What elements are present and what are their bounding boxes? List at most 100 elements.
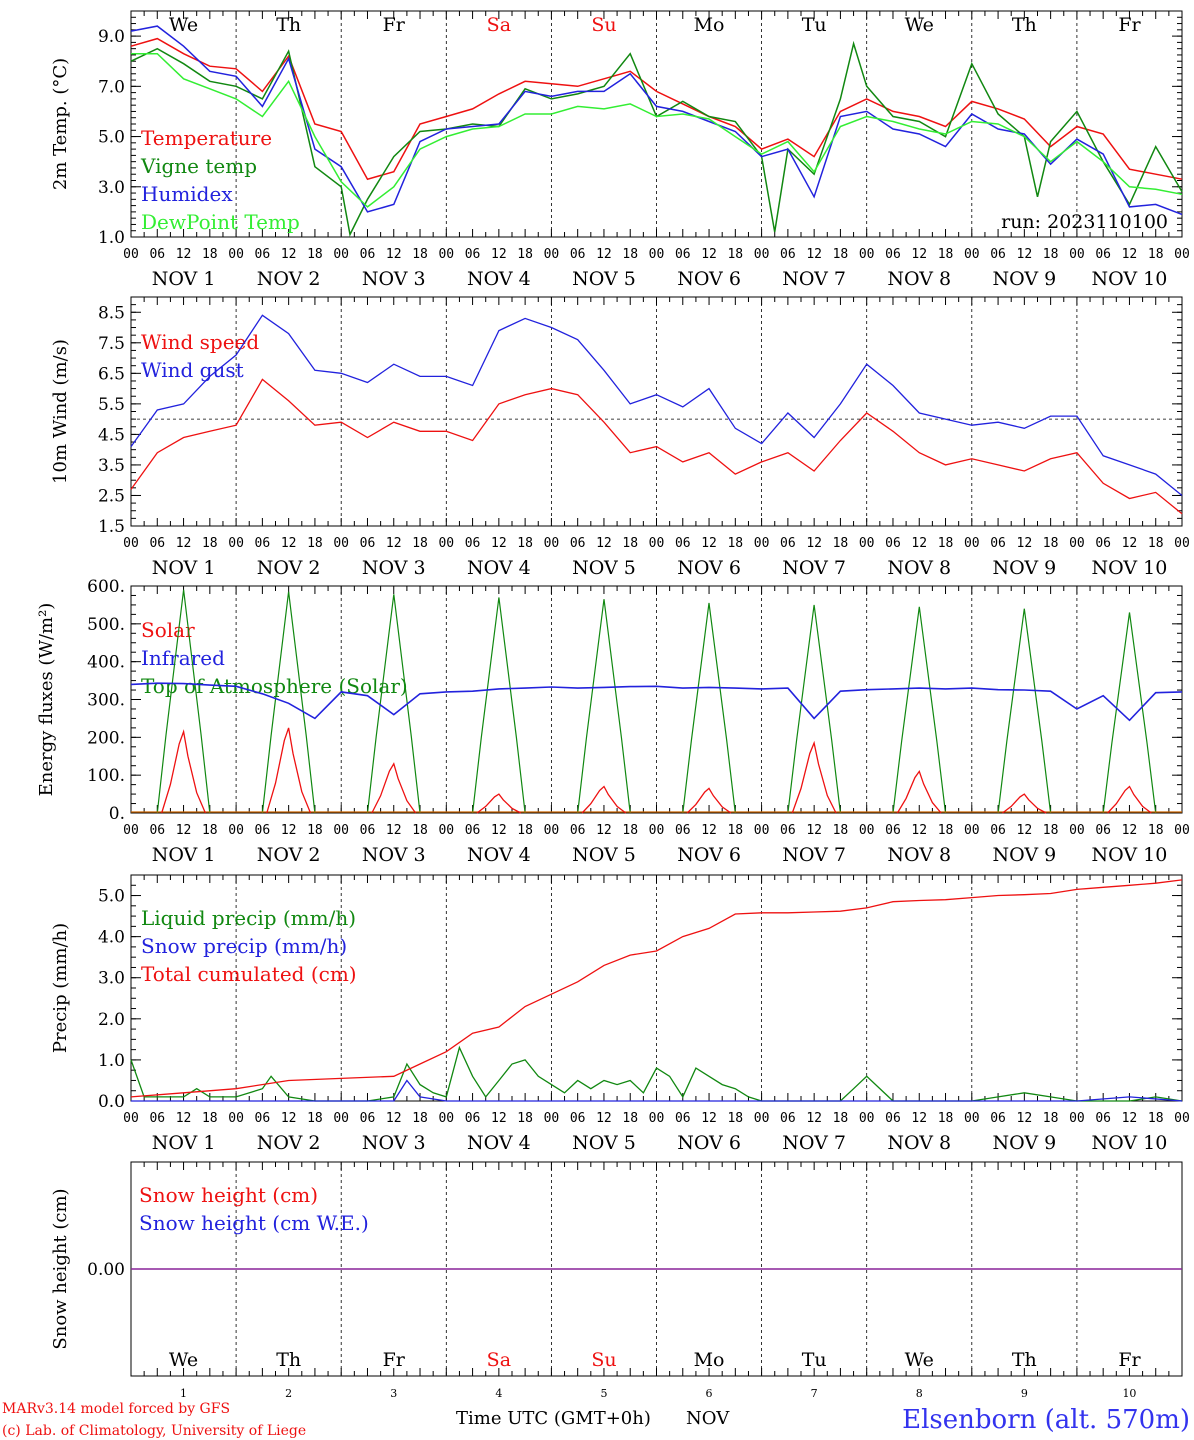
hour-tick-label: 06 <box>360 1111 376 1126</box>
date-label: NOV 4 <box>467 557 531 579</box>
series-toa-solar <box>1102 612 1157 814</box>
date-label: NOV 1 <box>152 268 216 290</box>
hour-tick-label: 18 <box>1043 247 1059 262</box>
date-label: NOV 1 <box>152 844 216 866</box>
hour-tick-label: 00 <box>859 536 875 551</box>
date-label: NOV 9 <box>992 268 1056 290</box>
series-toa-solar <box>997 608 1052 814</box>
series-toa-solar <box>472 597 526 814</box>
date-label: NOV 4 <box>467 844 531 866</box>
hour-tick-label: 00 <box>544 1111 560 1126</box>
hour-tick-label: 06 <box>255 823 271 838</box>
hour-tick-label: 00 <box>333 823 349 838</box>
y-tick-label: 4.0 <box>98 928 125 948</box>
hour-tick-label: 12 <box>701 536 717 551</box>
weekday-label: Th <box>276 14 301 36</box>
hour-tick-label: 00 <box>649 823 665 838</box>
date-label: NOV 10 <box>1092 268 1168 290</box>
hour-tick-label: 00 <box>438 1111 454 1126</box>
hour-tick-label: 12 <box>491 536 507 551</box>
hour-tick-label: 00 <box>228 1111 244 1126</box>
panel-3: 0. 100. 200. 300. 400. 500. 600. Energy fluxes … <box>36 577 1190 866</box>
series-solar <box>1002 793 1047 814</box>
date-label: NOV 7 <box>782 268 846 290</box>
date-label: NOV 10 <box>1092 557 1168 579</box>
hour-tick-label: 18 <box>622 823 638 838</box>
hour-tick-label: 18 <box>307 536 323 551</box>
date-label: NOV 5 <box>572 844 636 866</box>
weekday-label: Mo <box>694 1349 725 1371</box>
legend-entry: Snow precip (mm/h) <box>141 934 347 958</box>
y-tick-label: 9.0 <box>98 27 125 47</box>
run-label: run: 2023110100 <box>1001 211 1168 233</box>
hour-tick-label: 06 <box>360 536 376 551</box>
hour-tick-label: 12 <box>176 247 192 262</box>
hour-tick-label: 18 <box>307 823 323 838</box>
date-label: NOV 5 <box>572 1132 636 1154</box>
hour-tick-label: 12 <box>911 1111 927 1126</box>
hour-tick-label: 06 <box>360 823 376 838</box>
y-axis-label: Precip (mm/h) <box>50 923 71 1053</box>
y-tick-label: 100. <box>87 766 125 786</box>
y-tick-label: 500. <box>87 615 125 635</box>
y-tick-label: 5.5 <box>98 395 125 415</box>
date-label: NOV 3 <box>362 557 426 579</box>
date-label: NOV 3 <box>362 1132 426 1154</box>
legend-entry: Infrared <box>141 646 225 670</box>
hour-tick-label: 06 <box>1095 247 1111 262</box>
hour-tick-label: 06 <box>465 823 481 838</box>
panel-4: 0.0 1.0 2.0 3.0 4.0 5.0 Precip (mm/h) Liquid pr… <box>50 874 1190 1154</box>
weekday-label: Th <box>1012 1349 1037 1371</box>
weekday-label: Fr <box>1118 1349 1141 1371</box>
hour-tick-label: 06 <box>675 823 691 838</box>
date-label: NOV 2 <box>257 844 321 866</box>
y-tick-label: 0.00 <box>87 1260 125 1280</box>
y-tick-label: 3.0 <box>98 969 125 989</box>
weekday-label: We <box>905 1349 934 1371</box>
date-label: NOV 6 <box>677 1132 741 1154</box>
legend-entry: Snow height (cm W.E.) <box>139 1211 369 1235</box>
hour-tick-label: 06 <box>1095 536 1111 551</box>
hour-tick-label: 00 <box>859 1111 875 1126</box>
weekday-label: We <box>905 14 934 36</box>
hour-tick-label: 12 <box>1122 1111 1138 1126</box>
hour-tick-label: 18 <box>412 536 428 551</box>
hour-tick-label: 18 <box>833 536 849 551</box>
hour-tick-label: 18 <box>1148 823 1164 838</box>
date-label: NOV 7 <box>782 844 846 866</box>
y-tick-label: 6.5 <box>98 364 125 384</box>
hour-tick-label: 06 <box>780 1111 796 1126</box>
hour-tick-label: 12 <box>386 536 402 551</box>
series-toa-solar <box>156 589 211 814</box>
legend-entry: Snow height (cm) <box>139 1183 318 1207</box>
hour-tick-label: 12 <box>596 1111 612 1126</box>
hour-tick-label: 18 <box>517 1111 533 1126</box>
day-number: 5 <box>600 1387 607 1400</box>
hour-tick-label: 06 <box>780 536 796 551</box>
hour-tick-label: 06 <box>255 1111 271 1126</box>
date-label: NOV 5 <box>572 268 636 290</box>
legend-entry: Temperature <box>141 126 272 150</box>
legend-entry: Solar <box>141 618 195 642</box>
panel-2: 1.5 2.5 3.5 4.5 5.5 6.5 7.5 8.5 10m Wind (m/s) Wi… <box>50 296 1190 579</box>
hour-tick-label: 06 <box>570 536 586 551</box>
hour-tick-label: 06 <box>465 1111 481 1126</box>
hour-tick-label: 00 <box>964 247 980 262</box>
legend-entry: Liquid precip (mm/h) <box>141 906 356 930</box>
date-label: NOV 1 <box>152 1132 216 1154</box>
y-tick-label: 2.0 <box>98 1010 125 1030</box>
hour-tick-label: 18 <box>202 823 218 838</box>
panel-1: 1.0 3.0 5.0 7.0 9.0 2m Temp. (°C) We Th Fr Sa Su Mo… <box>50 10 1190 290</box>
legend-entry: Top of Atmosphere (Solar) <box>141 674 408 698</box>
series-solar <box>161 729 206 814</box>
hour-tick-label: 00 <box>123 247 139 262</box>
date-label: NOV 8 <box>887 268 951 290</box>
x-axis-month: NOV <box>686 1408 730 1429</box>
hour-tick-label: 18 <box>517 823 533 838</box>
hour-tick-label: 12 <box>281 823 297 838</box>
series-dewpoint-temp <box>131 52 1183 208</box>
hour-tick-label: 12 <box>176 536 192 551</box>
hour-tick-label: 12 <box>1122 536 1138 551</box>
hour-tick-label: 06 <box>255 536 271 551</box>
hour-tick-label: 00 <box>1174 1111 1190 1126</box>
